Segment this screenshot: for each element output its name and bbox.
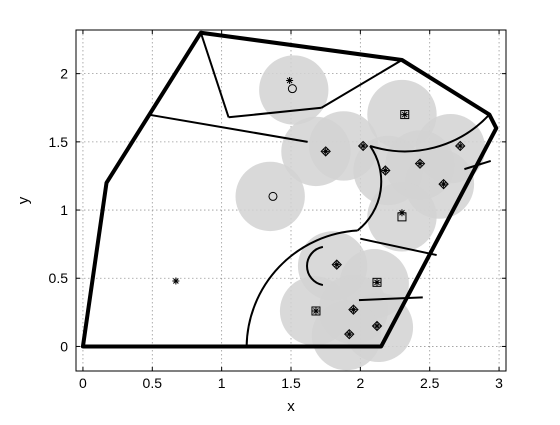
partition-line bbox=[321, 59, 403, 109]
partition-line bbox=[147, 113, 308, 143]
x-tick-label: 1 bbox=[218, 375, 226, 391]
partition-arc bbox=[369, 113, 491, 153]
partition-arc bbox=[306, 245, 324, 287]
partition-line bbox=[358, 296, 423, 302]
diamond-marker bbox=[331, 259, 342, 270]
x-tick-label: 3 bbox=[495, 375, 503, 391]
square-marker bbox=[400, 110, 410, 120]
star-marker bbox=[286, 76, 294, 84]
square-marker bbox=[311, 306, 321, 316]
sensing-region bbox=[235, 161, 305, 232]
star-marker bbox=[440, 180, 448, 188]
environment-polygon bbox=[80, 30, 499, 349]
star-marker bbox=[312, 307, 320, 315]
star-marker bbox=[398, 209, 406, 217]
sensing-regions bbox=[235, 55, 486, 371]
y-tick-label: 1 bbox=[60, 202, 68, 218]
sensing-region bbox=[259, 55, 329, 125]
star-marker bbox=[172, 277, 180, 285]
star-marker bbox=[373, 322, 381, 330]
star-marker bbox=[456, 142, 464, 150]
ticks: 0 0.5 1 1.5 2 2.5 3 0 0.5 1 1.5 2 bbox=[49, 30, 506, 391]
star-marker bbox=[373, 278, 381, 286]
diamond-marker bbox=[414, 158, 426, 169]
diamond-marker bbox=[344, 328, 355, 340]
diamond-marker bbox=[380, 165, 391, 176]
star-marker bbox=[349, 306, 357, 314]
x-tick-label: 0 bbox=[79, 375, 87, 391]
diamond-marker bbox=[357, 140, 369, 152]
x-tick-label: 2 bbox=[356, 375, 364, 391]
diamond-marker bbox=[438, 178, 449, 190]
x-tick-label: 1.5 bbox=[281, 375, 301, 391]
circle-marker bbox=[287, 84, 297, 94]
y-tick-label: 0.5 bbox=[49, 270, 69, 286]
star-marker bbox=[401, 111, 409, 119]
sensing-region bbox=[367, 182, 437, 252]
partition-line bbox=[228, 106, 322, 119]
partition-arc bbox=[245, 229, 358, 347]
y-tick-label: 0 bbox=[60, 338, 68, 354]
x-axis-label: x bbox=[287, 398, 295, 415]
star-marker bbox=[359, 142, 367, 150]
partition-line bbox=[360, 237, 437, 257]
star-marker bbox=[345, 330, 353, 338]
circle-marker bbox=[268, 191, 278, 201]
diamond-marker bbox=[455, 140, 466, 152]
markers bbox=[172, 76, 466, 340]
x-tick-label: 0.5 bbox=[143, 375, 163, 391]
diamond-marker bbox=[320, 146, 331, 157]
y-tick-label: 2 bbox=[60, 66, 68, 82]
star-marker bbox=[381, 166, 389, 174]
x-tick-label: 2.5 bbox=[420, 375, 440, 391]
y-axis-label: y bbox=[15, 196, 32, 204]
diamond-marker bbox=[348, 304, 359, 315]
star-marker bbox=[416, 160, 424, 168]
star-marker bbox=[333, 261, 341, 269]
star-marker bbox=[322, 147, 330, 155]
diamond-marker bbox=[371, 320, 383, 332]
partition-line bbox=[199, 32, 230, 118]
y-tick-label: 1.5 bbox=[49, 134, 69, 150]
environment-boundary bbox=[80, 30, 499, 349]
partition-arc bbox=[356, 145, 383, 232]
square-marker bbox=[372, 277, 382, 287]
